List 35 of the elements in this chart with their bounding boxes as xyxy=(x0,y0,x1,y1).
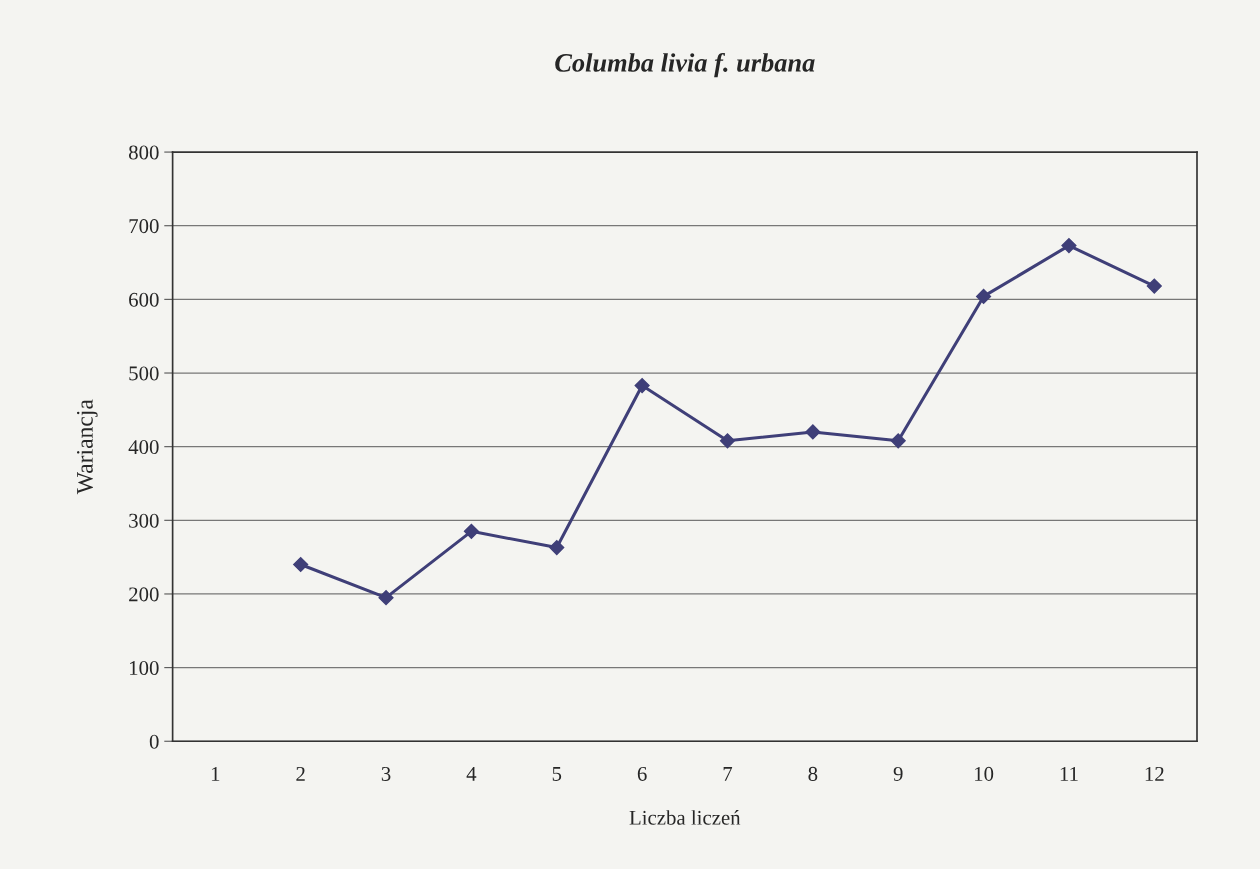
point xyxy=(719,433,736,449)
point xyxy=(293,556,309,573)
y-tick-label: 100 xyxy=(130,660,159,676)
x-tick-label: 10 xyxy=(975,766,994,781)
y-tick-label: 400 xyxy=(128,440,159,455)
x-tick-label: 1 xyxy=(211,766,220,781)
x-tick-label: 6 xyxy=(637,766,647,781)
point xyxy=(378,590,394,606)
y-axis-title: Wariancja xyxy=(76,399,98,495)
y-tick-label: 500 xyxy=(129,366,159,381)
y-tick-label: 800 xyxy=(128,145,159,160)
point xyxy=(1146,278,1162,294)
x-tick-label: 9 xyxy=(893,766,903,781)
y-tick-label: 0 xyxy=(149,734,159,749)
x-tick-label: 7 xyxy=(723,767,733,781)
point xyxy=(1061,238,1077,254)
y-tick-label: 200 xyxy=(129,587,159,602)
x-axis-title: Liczba liczeń xyxy=(629,810,741,825)
point xyxy=(890,433,906,449)
x-tick-label: 11 xyxy=(1060,766,1078,781)
x-tick-label: 2 xyxy=(296,766,305,781)
y-tick-label: 700 xyxy=(129,219,159,234)
x-tick-label: 12 xyxy=(1145,766,1164,781)
x-tick-label: 3 xyxy=(381,766,391,781)
point xyxy=(805,424,821,440)
x-tick-label: 5 xyxy=(552,767,562,781)
x-tick-label: 8 xyxy=(808,766,818,781)
y-tick-label: 600 xyxy=(129,292,159,307)
point xyxy=(634,377,650,394)
x-tick-label: 4 xyxy=(466,767,477,781)
point xyxy=(463,523,479,539)
point xyxy=(976,288,992,304)
y-tick-label: 300 xyxy=(129,513,159,528)
point xyxy=(549,539,565,556)
chart-title: Columba livia f. urbana xyxy=(555,52,815,78)
